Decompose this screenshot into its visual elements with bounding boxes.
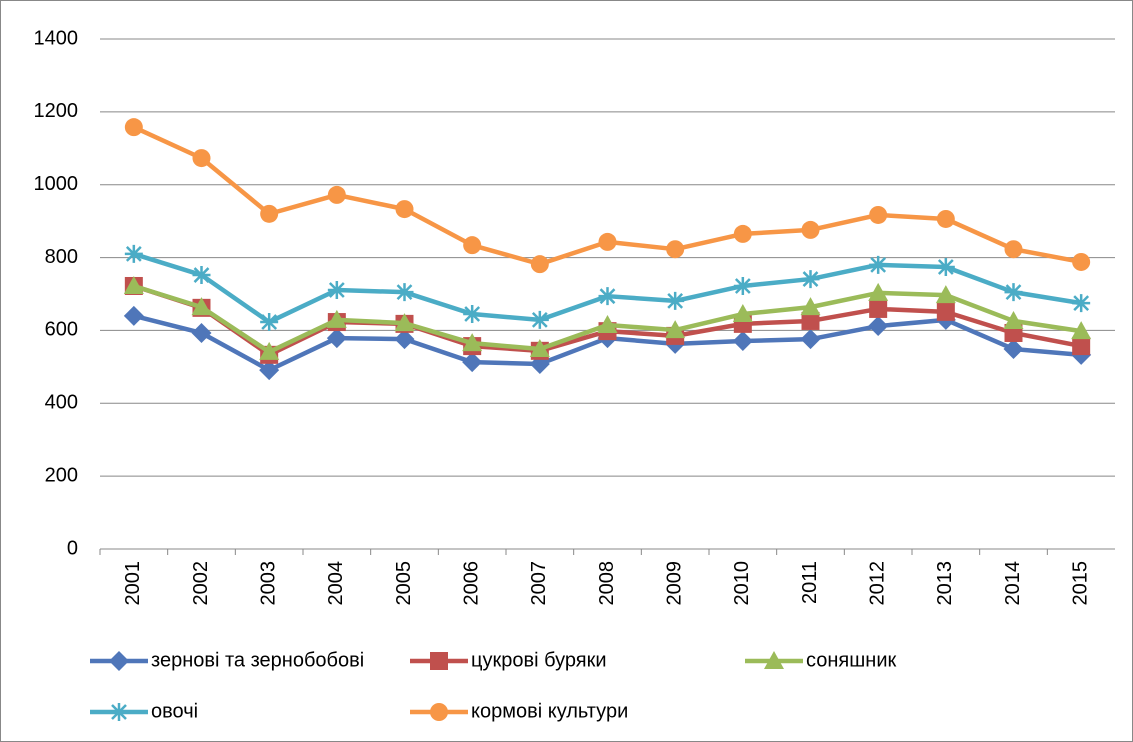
x-tick-label: 2008: [596, 561, 618, 606]
marker: [326, 309, 347, 328]
x-tick-label: 2010: [731, 561, 753, 606]
y-tick-label: 600: [45, 319, 78, 341]
x-tick-label: 2009: [663, 561, 685, 606]
marker: [801, 270, 820, 289]
marker: [529, 339, 550, 358]
marker: [800, 297, 821, 316]
marker: [764, 651, 784, 669]
marker: [869, 299, 888, 318]
marker: [109, 651, 129, 671]
x-tick-label: 2014: [1002, 561, 1024, 606]
marker: [259, 360, 280, 381]
y-tick-label: 1400: [34, 27, 79, 49]
marker: [260, 313, 279, 332]
marker: [123, 305, 144, 326]
marker: [665, 320, 686, 339]
x-tick-label: 2006: [460, 561, 482, 606]
y-tick-label: 1000: [34, 173, 79, 195]
marker: [1003, 339, 1024, 360]
marker: [666, 291, 685, 310]
marker: [395, 200, 414, 219]
x-tick-label: 2011: [799, 561, 821, 604]
marker: [463, 236, 482, 255]
marker: [666, 240, 685, 259]
x-tick-label: 2012: [866, 561, 888, 606]
marker: [868, 282, 889, 301]
marker: [800, 329, 821, 350]
marker: [463, 305, 482, 324]
marker: [733, 224, 752, 243]
marker: [869, 205, 888, 224]
marker: [868, 316, 889, 337]
marker: [869, 255, 888, 274]
x-tick-label: 2015: [1069, 561, 1091, 606]
marker: [462, 352, 483, 373]
legend-label: соняшник: [806, 649, 896, 671]
marker: [327, 280, 346, 299]
x-tick-label: 2002: [190, 561, 212, 606]
marker: [1072, 252, 1091, 271]
marker: [110, 703, 128, 721]
legend-label: кормові культури: [471, 700, 628, 722]
marker: [530, 310, 549, 329]
x-tick-label: 2004: [325, 561, 347, 606]
marker: [327, 185, 346, 204]
marker: [936, 258, 955, 277]
x-tick-label: 2013: [934, 561, 956, 606]
marker: [192, 266, 211, 285]
marker: [1072, 294, 1091, 313]
marker: [260, 204, 279, 223]
marker: [192, 149, 211, 168]
marker: [1004, 283, 1023, 302]
marker: [326, 328, 347, 349]
marker: [530, 255, 549, 274]
marker: [801, 311, 820, 330]
marker: [1071, 321, 1092, 340]
y-tick-label: 800: [45, 246, 78, 268]
marker: [732, 304, 753, 323]
marker: [430, 652, 448, 670]
marker: [733, 276, 752, 295]
x-tick-label: 2001: [122, 561, 144, 606]
marker: [191, 297, 212, 316]
legend-label: зернові та зернобобові: [151, 649, 364, 671]
marker: [191, 322, 212, 343]
marker: [394, 313, 415, 332]
legend-label: цукрові буряки: [471, 649, 607, 671]
y-tick-label: 400: [45, 392, 78, 414]
marker: [936, 209, 955, 228]
marker: [1004, 240, 1023, 259]
marker: [462, 333, 483, 352]
marker: [801, 220, 820, 239]
y-tick-label: 0: [67, 537, 78, 559]
marker: [124, 118, 143, 137]
y-tick-label: 1200: [34, 100, 79, 122]
marker: [732, 330, 753, 351]
x-tick-label: 2007: [528, 561, 550, 606]
marker: [123, 275, 144, 294]
x-tick-label: 2003: [257, 561, 279, 606]
marker: [259, 341, 280, 360]
marker: [936, 302, 955, 321]
marker: [124, 244, 143, 263]
marker: [598, 287, 617, 306]
marker: [394, 329, 415, 350]
marker: [935, 285, 956, 304]
marker: [1003, 310, 1024, 329]
legend-label: овочі: [151, 700, 198, 722]
marker: [430, 703, 448, 721]
marker: [1072, 337, 1091, 356]
y-tick-label: 200: [45, 464, 78, 486]
marker: [597, 314, 618, 333]
marker: [598, 232, 617, 251]
x-tick-label: 2005: [393, 561, 415, 606]
marker: [395, 283, 414, 302]
